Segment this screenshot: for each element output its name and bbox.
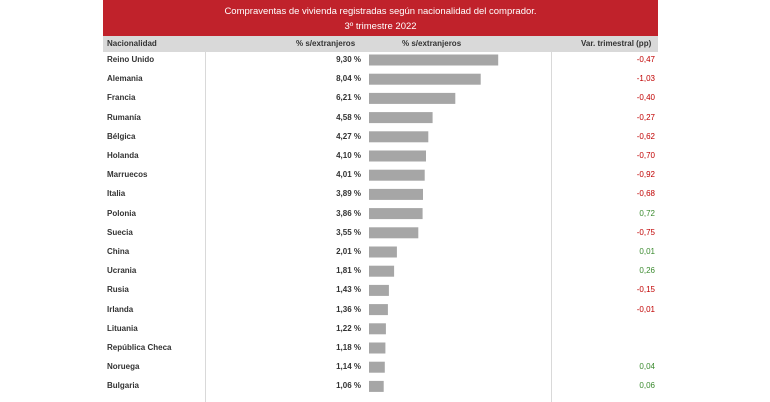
value-label: 3,55 % [336, 227, 361, 237]
category-label: China [107, 247, 130, 256]
value-label: 1,14 % [336, 362, 361, 372]
bar-chart [369, 54, 499, 392]
title-line-1: Compraventas de vivienda registradas seg… [224, 6, 537, 17]
var-trimestral-label: -0,92 [636, 170, 655, 180]
title-line-2: 3º trimestre 2022 [344, 21, 417, 32]
header-pct-bar: % s/extranjeros [402, 39, 462, 48]
bar [369, 284, 389, 296]
chart-title: Compraventas de vivienda registradas seg… [103, 0, 658, 36]
bar [369, 323, 386, 335]
category-label: Irlanda [107, 304, 134, 314]
category-label: República Checa [107, 343, 172, 352]
var-trimestral-label: 0,04 [639, 362, 655, 372]
value-label: 4,27 % [336, 131, 361, 141]
bar [369, 188, 423, 200]
bar [369, 112, 433, 124]
value-label: 1,81 % [336, 266, 361, 276]
category-label: Marruecos [107, 170, 148, 180]
var-trimestral-label: 0,01 [639, 247, 655, 256]
bar [369, 265, 395, 277]
var-trimestral-label: 0,26 [639, 266, 655, 276]
bar [369, 227, 419, 239]
value-label: 8,04 % [336, 74, 361, 84]
bar [369, 169, 425, 181]
category-label: Rumanía [107, 112, 141, 122]
chart-table: Compraventas de vivienda registradas seg… [103, 0, 658, 402]
var-trimestral-label: -0,27 [636, 112, 655, 122]
value-label: 3,86 % [336, 208, 361, 218]
bar [369, 131, 429, 143]
var-trimestral-label: -0,47 [636, 55, 655, 64]
header-nationality: Nacionalidad [107, 39, 157, 48]
category-label: Suecia [107, 227, 133, 237]
bar [369, 73, 481, 85]
bar [369, 208, 423, 220]
value-label: 6,21 % [336, 93, 361, 103]
var-trimestral-label: -0,68 [636, 189, 655, 199]
column-divider [551, 36, 552, 402]
var-trimestral-label: -1,03 [636, 74, 655, 84]
category-label: Holanda [107, 151, 139, 160]
category-label: Ucrania [107, 266, 137, 276]
value-label: 3,89 % [336, 189, 361, 199]
bar [369, 304, 388, 316]
value-label: 1,43 % [336, 285, 361, 295]
value-label: 2,01 % [336, 247, 361, 256]
category-label: Italia [107, 189, 126, 199]
var-trimestral-label: 0,06 [639, 381, 655, 391]
bar [369, 246, 397, 258]
header-row: Nacionalidad % s/extranjeros % s/extranj… [103, 36, 658, 52]
category-label: Francia [107, 93, 136, 103]
var-trimestral-label: -0,15 [636, 285, 655, 295]
category-label: Bulgaria [107, 381, 140, 391]
bar [369, 54, 499, 66]
category-label: Lituania [107, 323, 138, 333]
category-label: Bélgica [107, 131, 136, 141]
value-label: 1,18 % [336, 343, 361, 352]
category-label: Reino Unido [107, 55, 155, 64]
var-trimestral-label: 0,72 [639, 208, 655, 218]
var-trimestral-label: -0,75 [636, 227, 655, 237]
column-divider [205, 36, 206, 402]
value-label: 4,01 % [336, 170, 361, 180]
bar [369, 361, 385, 373]
value-label: 4,58 % [336, 112, 361, 122]
bar [369, 380, 384, 392]
var-trimestral-label: -0,70 [636, 151, 655, 160]
bar [369, 150, 426, 162]
value-label: 9,30 % [336, 55, 361, 64]
header-var: Var. trimestral (pp) [581, 39, 652, 48]
value-label: 4,10 % [336, 151, 361, 160]
value-label: 1,22 % [336, 323, 361, 333]
value-label: 1,06 % [336, 381, 361, 391]
var-trimestral-label: -0,01 [636, 304, 655, 314]
category-label: Polonia [107, 208, 136, 218]
var-trimestral-label: -0,40 [636, 93, 655, 103]
category-label: Alemania [107, 74, 143, 84]
value-label: 1,36 % [336, 304, 361, 314]
header-pct: % s/extranjeros [296, 39, 356, 48]
category-label: Rusia [107, 285, 129, 295]
var-trimestral-label: -0,62 [636, 131, 655, 141]
bar [369, 92, 456, 104]
bar [369, 342, 386, 354]
category-label: Noruega [107, 362, 140, 372]
